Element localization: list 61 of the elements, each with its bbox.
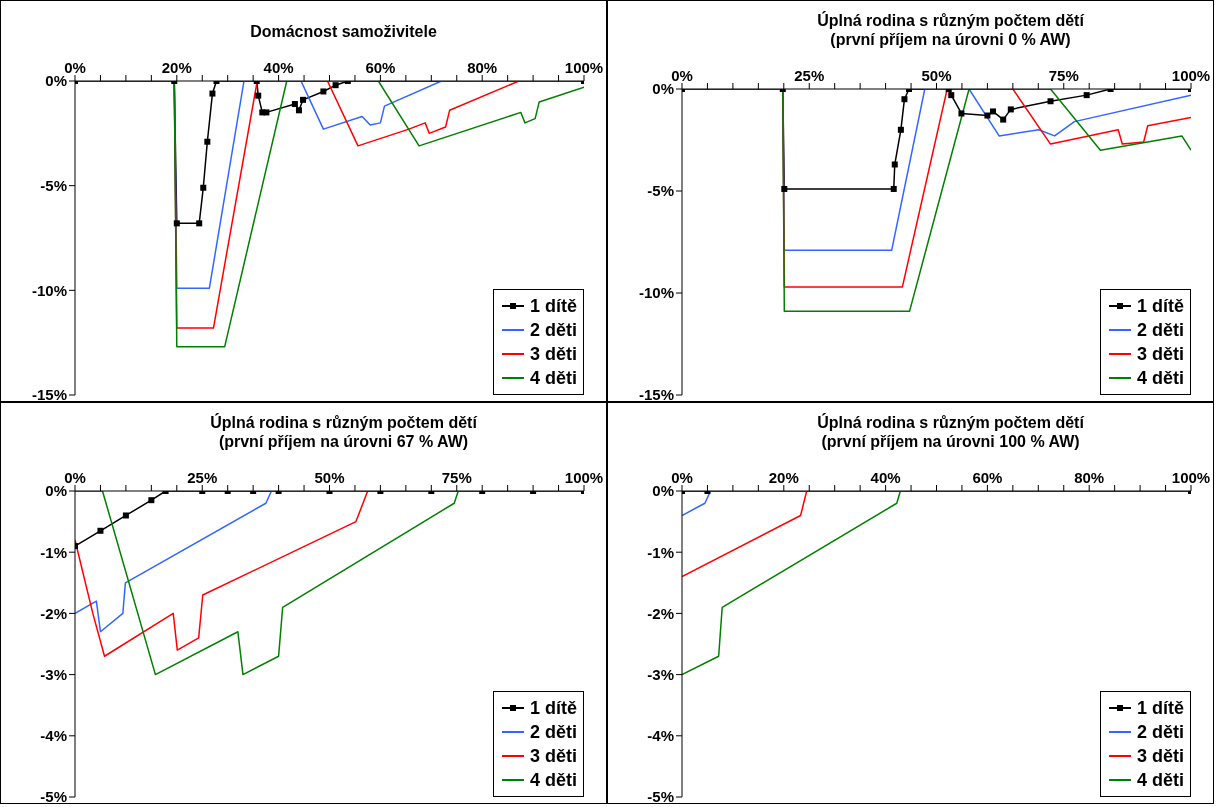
y-tick-label: -5%	[647, 788, 674, 806]
y-tick-label: 0%	[45, 482, 67, 500]
legend-label: 4 děti	[1136, 367, 1184, 389]
x-tick-label: 50%	[921, 67, 952, 84]
legend-label: 4 děti	[1136, 769, 1184, 791]
x-tick-label: 25%	[187, 469, 218, 486]
legend-label: 3 děti	[529, 343, 577, 365]
legend-label: 1 dítě	[529, 697, 577, 719]
y-tick-label: -3%	[647, 665, 674, 683]
chart-title: Úplná rodina s různým počtem dětí (první příjem na úrovni 100 % AW)	[817, 413, 1084, 451]
x-tick-label: 100%	[564, 59, 604, 76]
y-tick-label: -4%	[647, 727, 674, 745]
chart-title: Úplná rodina s různým počtem dětí (první příjem na úrovni 0 % AW)	[817, 11, 1084, 49]
x-tick-label: 25%	[794, 67, 825, 84]
chart-title: Domácnost samoživitele	[250, 22, 437, 41]
y-tick-label: -5%	[40, 176, 67, 194]
y-tick-label: -2%	[40, 604, 67, 622]
legend-label: 3 děti	[529, 745, 577, 767]
x-tick-label: 75%	[441, 469, 472, 486]
x-tick-label: 20%	[768, 469, 799, 486]
x-tick-label: 100%	[564, 469, 604, 486]
x-tick-label: 40%	[263, 59, 294, 76]
legend-label: 2 děti	[529, 319, 577, 341]
x-tick-label: 0%	[671, 67, 693, 84]
legend-label: 1 dítě	[529, 295, 577, 317]
x-tick-label: 60%	[972, 469, 1003, 486]
legend-label: 4 děti	[529, 769, 577, 791]
x-tick-label: 50%	[314, 469, 345, 486]
y-tick-label: -10%	[638, 284, 674, 302]
x-tick-label: 0%	[64, 469, 86, 486]
x-tick-label: 0%	[64, 59, 86, 76]
legend-label: 3 děti	[1136, 343, 1184, 365]
legend-label: 2 děti	[529, 721, 577, 743]
legend-label: 3 děti	[1136, 745, 1184, 767]
x-tick-label: 75%	[1048, 67, 1079, 84]
x-tick-label: 20%	[161, 59, 192, 76]
y-tick-label: -1%	[647, 543, 674, 561]
y-tick-label: -2%	[647, 604, 674, 622]
legend-label: 4 děti	[529, 367, 577, 389]
x-tick-label: 40%	[870, 469, 901, 486]
legend-label: 2 děti	[1136, 319, 1184, 341]
y-tick-label: -15%	[31, 386, 67, 404]
y-tick-label: -5%	[40, 788, 67, 806]
y-tick-label: -10%	[31, 281, 67, 299]
y-tick-label: -3%	[40, 665, 67, 683]
y-tick-label: -1%	[40, 543, 67, 561]
y-tick-label: 0%	[652, 80, 674, 98]
chart-title: Úplná rodina s různým počtem dětí (první příjem na úrovni 67 % AW)	[210, 413, 477, 451]
x-tick-label: 0%	[671, 469, 693, 486]
y-tick-label: -4%	[40, 727, 67, 745]
legend-label: 1 dítě	[1136, 697, 1184, 719]
y-tick-label: -15%	[638, 386, 674, 404]
y-tick-label: 0%	[652, 482, 674, 500]
x-tick-label: 80%	[467, 59, 498, 76]
legend-label: 2 děti	[1136, 721, 1184, 743]
legend-label: 1 dítě	[1136, 295, 1184, 317]
x-tick-label: 100%	[1171, 67, 1211, 84]
x-tick-label: 100%	[1171, 469, 1211, 486]
y-tick-label: -5%	[647, 182, 674, 200]
x-tick-label: 80%	[1074, 469, 1105, 486]
x-tick-label: 60%	[365, 59, 396, 76]
